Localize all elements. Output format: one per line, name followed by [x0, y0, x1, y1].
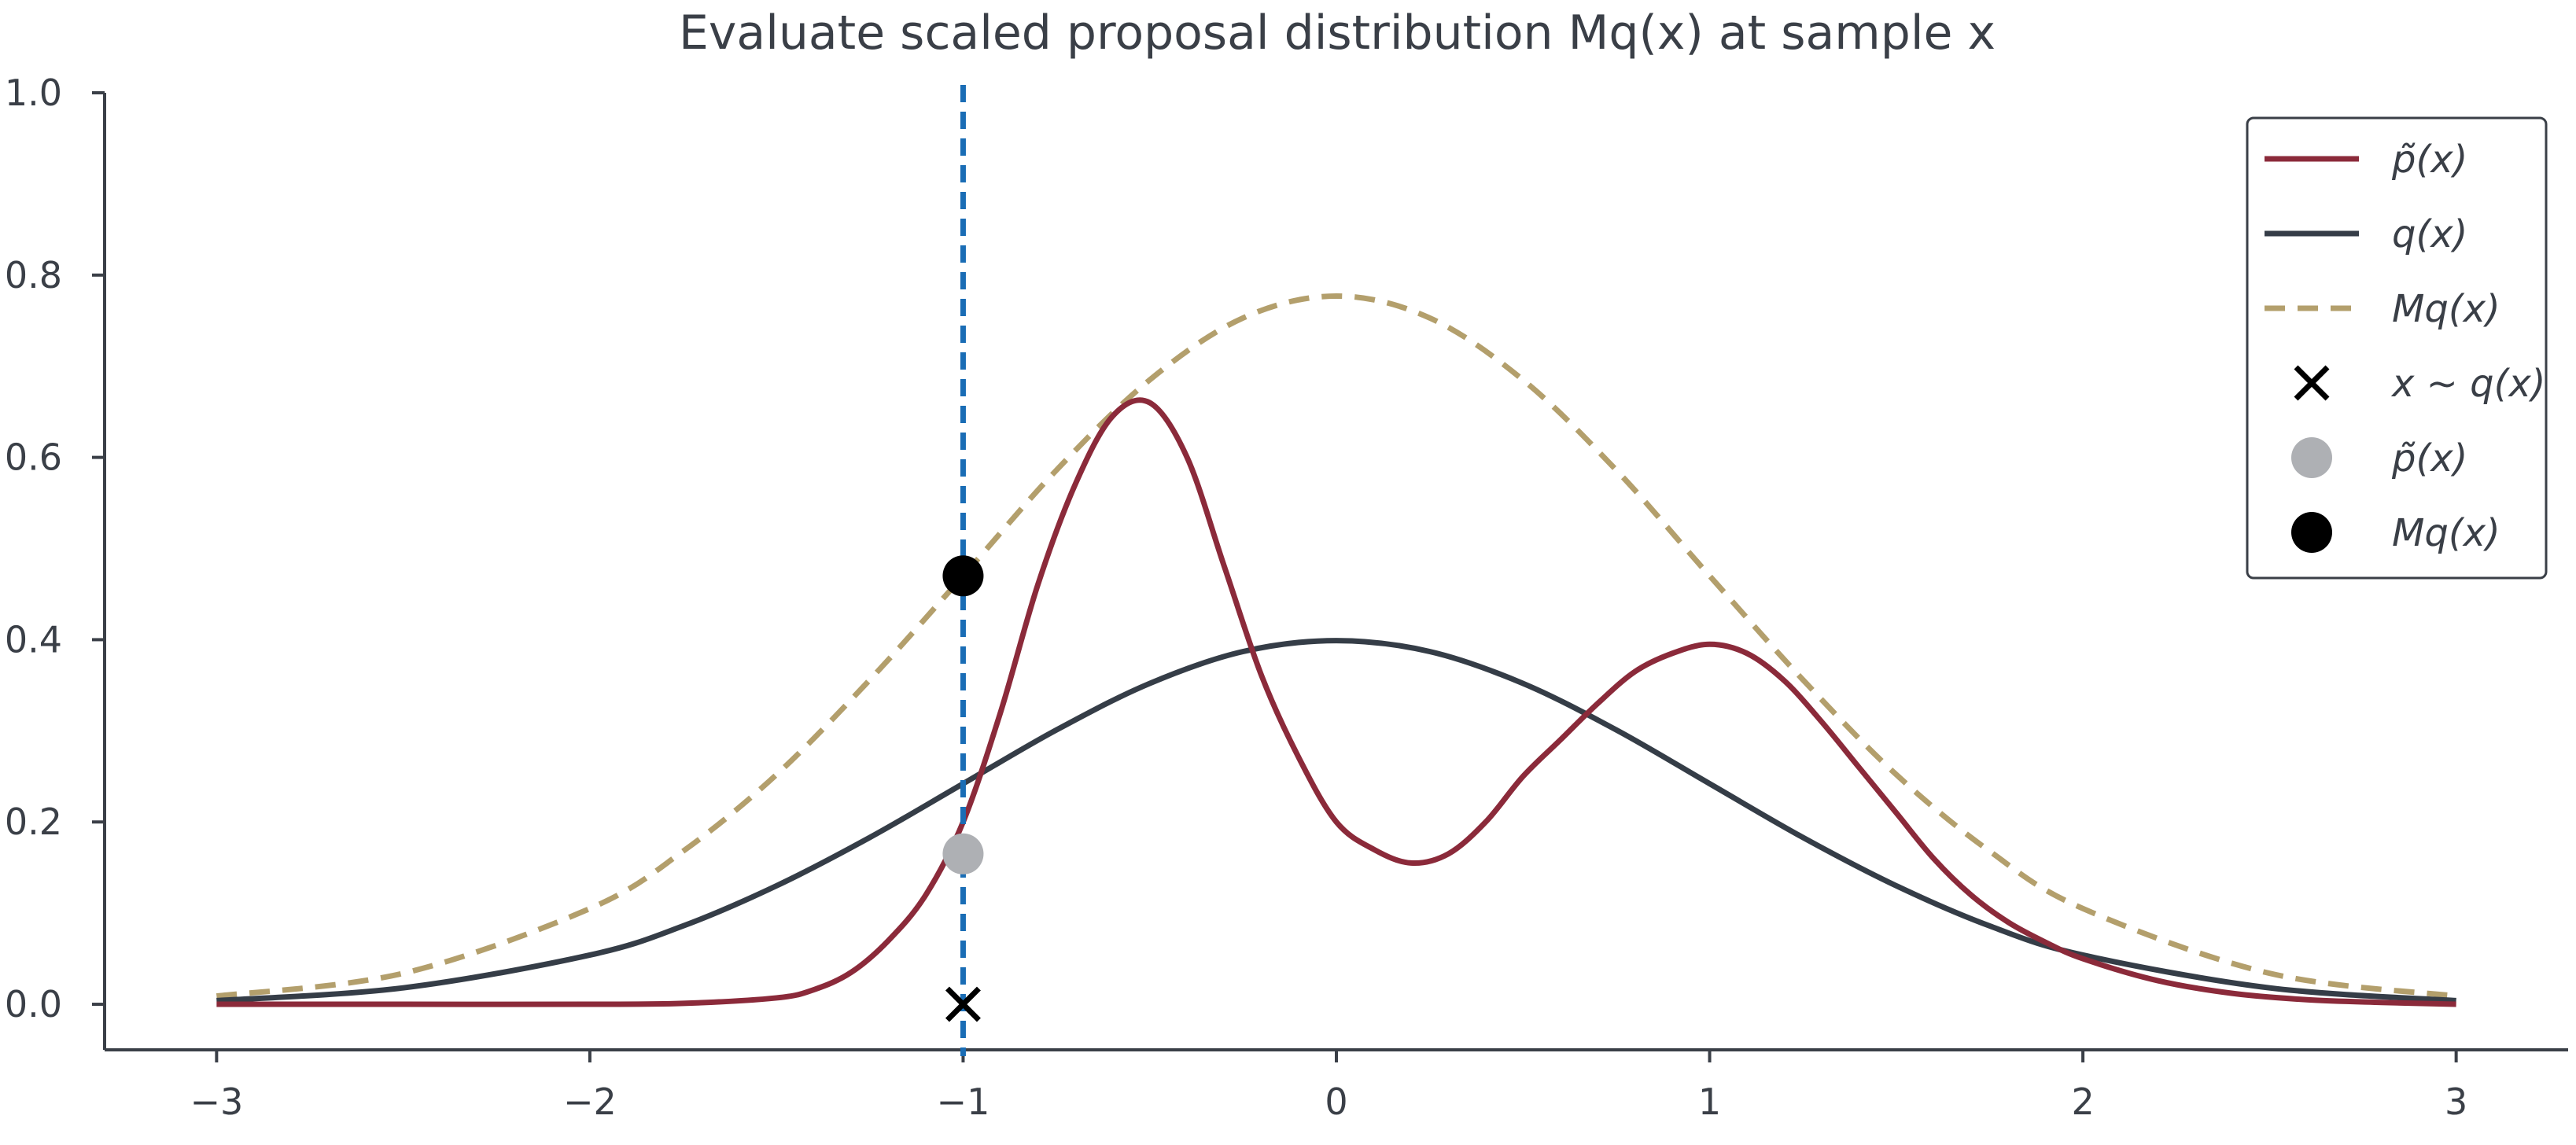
y-axis: 0.0 0.2 0.4 0.6 0.8 1.0: [5, 72, 106, 1050]
legend-entry: Mq(x): [2265, 287, 2500, 331]
legend-label: Mq(x): [2392, 511, 2500, 555]
legend-label: q(x): [2392, 212, 2467, 256]
y-tick-label: 0.2: [5, 801, 62, 843]
legend-entry: q(x): [2265, 212, 2467, 256]
legend-label: x ∼ q(x): [2390, 362, 2545, 406]
legend-label: p̃(x): [2391, 436, 2467, 480]
sample-x-marker: [945, 986, 981, 1022]
legend-entry: p̃(x): [2265, 138, 2467, 182]
p-tilde-point-marker: [942, 833, 984, 874]
y-tick-label: 0.4: [5, 618, 62, 661]
y-tick-label: 0.0: [5, 983, 62, 1025]
x-tick-label: 3: [2445, 1081, 2467, 1123]
series-layer: [216, 85, 2457, 1056]
x-tick-label: −2: [563, 1081, 617, 1123]
y-tick-label: 0.6: [5, 436, 62, 479]
legend-label: Mq(x): [2392, 287, 2500, 331]
x-tick-label: 2: [2071, 1081, 2094, 1123]
legend-box: [2246, 116, 2548, 580]
legend-dot-swatch: [2291, 437, 2332, 478]
series-p-tilde-line: [216, 397, 2456, 1007]
legend-entry: x ∼ q(x): [2294, 362, 2545, 406]
x-tick-label: −1: [937, 1081, 990, 1123]
legend: p̃(x) q(x) Mq(x) x ∼ q(x) p̃(x) Mq(x): [2246, 116, 2548, 580]
x-axis: −3 −2 −1 0 1 2 3: [105, 1048, 2568, 1123]
y-tick-label: 1.0: [5, 72, 62, 114]
legend-entry: Mq(x): [2291, 511, 2500, 555]
x-tick-label: 1: [1698, 1081, 1721, 1123]
x-tick-label: 0: [1325, 1081, 1347, 1123]
series-mq-line: [216, 293, 2457, 1000]
x-tick-label: −3: [190, 1081, 243, 1123]
legend-label: p̃(x): [2391, 138, 2467, 182]
chart-title: Evaluate scaled proposal distribution Mq…: [679, 6, 1996, 61]
y-tick-label: 0.8: [5, 254, 62, 296]
legend-dot-swatch: [2291, 512, 2332, 553]
marker-layer: [942, 555, 984, 1022]
mq-point-marker: [942, 555, 984, 597]
legend-x-swatch: [2294, 365, 2330, 401]
legend-entry: p̃(x): [2291, 436, 2467, 480]
series-q-line: [216, 638, 2456, 1003]
